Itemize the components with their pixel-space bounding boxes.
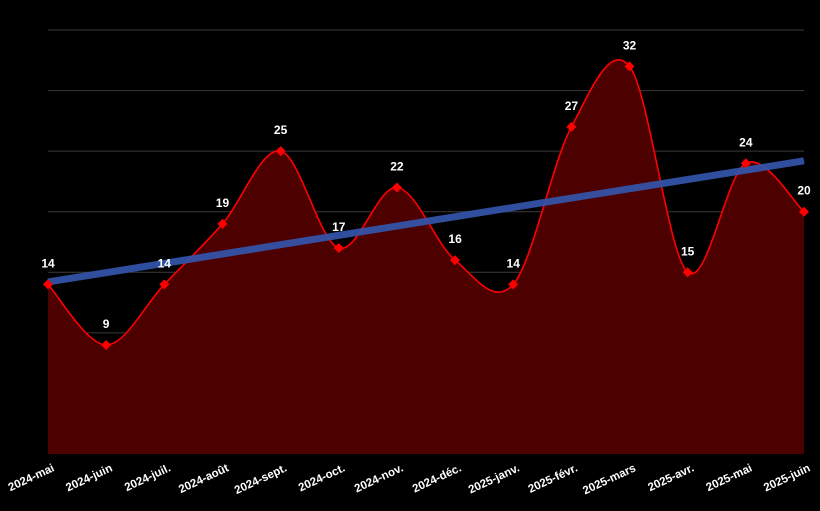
x-tick-label: 2025-juin	[762, 462, 812, 494]
data-point-marker	[217, 218, 228, 229]
data-point-marker	[43, 279, 53, 290]
data-label: 9	[103, 317, 110, 331]
data-label: 19	[216, 196, 230, 210]
series-area-fill	[48, 59, 804, 455]
data-point-marker	[624, 61, 635, 72]
data-label: 32	[623, 38, 637, 52]
data-label: 20	[797, 184, 811, 198]
x-tick-label: 2024-mai	[7, 462, 57, 494]
data-point-marker	[275, 146, 286, 157]
data-labels: 14 9 14 19 25 17 22 16 14 27 32 15 24 20	[41, 38, 811, 331]
x-tick-label: 2025-janv.	[467, 462, 522, 496]
data-point-marker	[566, 121, 577, 132]
data-point-marker	[333, 243, 344, 254]
data-label: 25	[274, 123, 288, 137]
x-tick-label: 2024-oct.	[297, 462, 347, 494]
data-point-marker	[391, 182, 402, 193]
data-label: 14	[158, 256, 172, 270]
x-tick-label: 2024-nov.	[353, 462, 405, 495]
data-label: 27	[565, 99, 579, 113]
data-label: 16	[448, 232, 462, 246]
data-label: 22	[390, 159, 404, 173]
data-point-marker	[450, 255, 461, 266]
data-markers	[43, 61, 809, 350]
data-label: 14	[41, 256, 55, 270]
data-point-marker	[159, 279, 170, 290]
x-tick-label: 2025-mai	[704, 462, 754, 494]
x-tick-label: 2025-mars	[581, 462, 638, 497]
data-label: 14	[507, 256, 521, 270]
data-point-marker	[799, 206, 809, 217]
data-label: 17	[332, 220, 346, 234]
data-point-marker	[682, 267, 693, 278]
data-point-marker	[740, 158, 751, 169]
x-tick-label: 2025-avr.	[646, 462, 696, 494]
x-tick-label: 2024-sept.	[233, 462, 289, 497]
x-tick-label: 2024-juin	[64, 462, 114, 494]
x-tick-label: 2024-déc.	[411, 462, 464, 495]
x-axis-tick-labels: 2024-mai 2024-juin 2024-juil. 2024-août 2024…	[7, 462, 813, 497]
trend-line	[47, 157, 805, 286]
data-point-marker	[101, 339, 112, 350]
data-point-marker	[508, 279, 519, 290]
x-tick-label: 2025-févr.	[527, 462, 580, 495]
data-label: 24	[739, 135, 753, 149]
x-tick-label: 2024-août	[177, 462, 231, 496]
x-tick-label: 2024-juil.	[123, 462, 173, 494]
data-label: 15	[681, 244, 695, 258]
